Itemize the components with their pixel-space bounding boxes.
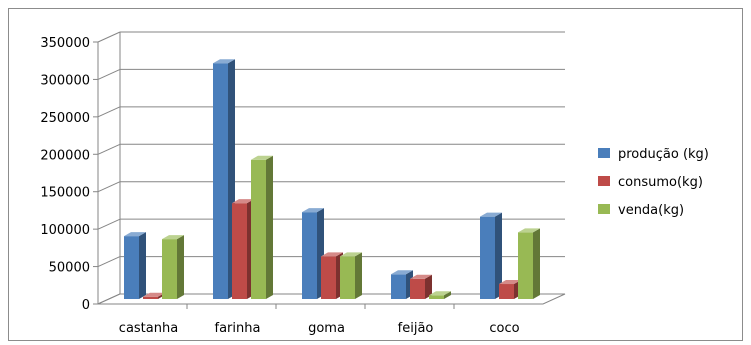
bar-front <box>232 203 247 299</box>
bar-coco-0 <box>480 212 502 299</box>
bar-top <box>251 155 273 160</box>
legend-label: venda(kg) <box>618 203 684 218</box>
bar-front <box>518 232 533 299</box>
bar-feijão-2 <box>429 291 451 299</box>
legend-label: produção (kg) <box>618 147 709 162</box>
y-tick-label: 50000 <box>49 261 90 276</box>
bar-goma-2 <box>340 252 362 299</box>
gridline-side <box>97 31 121 43</box>
bar-side <box>533 228 540 299</box>
y-tick-label: 200000 <box>40 148 90 163</box>
y-tick-label: 150000 <box>40 186 90 201</box>
bar-top <box>124 232 146 237</box>
gridline-side <box>97 256 121 268</box>
bar-top <box>232 199 254 204</box>
bar-side <box>177 235 184 299</box>
bar-top <box>162 235 184 240</box>
bar-farinha-2 <box>251 155 273 299</box>
bar-side <box>139 232 146 299</box>
x-tick-label: farinha <box>215 321 261 336</box>
bar-farinha-0 <box>213 59 235 300</box>
bar-front <box>499 284 514 299</box>
bar-front <box>321 256 336 299</box>
x-tick-label: goma <box>308 321 345 336</box>
bar-castanha-2 <box>162 235 184 299</box>
bar-farinha-1 <box>232 199 254 299</box>
y-tick-label: 0 <box>82 298 90 313</box>
bar-front <box>340 256 355 299</box>
legend: produção (kg) consumo(kg) venda(kg) <box>598 147 709 218</box>
bar-side <box>266 155 273 299</box>
bar-top <box>410 274 432 279</box>
bar-side <box>495 212 502 299</box>
bar-top <box>340 252 362 257</box>
bar-castanha-0 <box>124 232 146 299</box>
legend-item: consumo(kg) <box>598 175 703 190</box>
side-wall-edge <box>97 32 121 305</box>
bar-top <box>143 292 165 297</box>
bar-front <box>143 296 158 299</box>
bar-front <box>213 63 228 300</box>
bar-top <box>480 212 502 217</box>
legend-swatch <box>598 148 610 158</box>
bar-feijão-0 <box>391 270 413 299</box>
legend-item: venda(kg) <box>598 203 684 218</box>
bar-top <box>302 208 324 213</box>
bar-front <box>302 212 317 299</box>
legend-swatch <box>598 176 610 186</box>
bar-feijão-1 <box>410 274 432 299</box>
y-tick-label: 300000 <box>40 73 90 88</box>
bar-coco-1 <box>499 280 521 299</box>
bar-top <box>321 252 343 257</box>
y-tick-label: 350000 <box>40 36 90 51</box>
bar-side <box>444 291 451 299</box>
bars <box>124 59 540 300</box>
gridline-side <box>97 218 121 230</box>
y-axis-tick-labels: 0 50000 100000 150000 200000 250000 300000 3500… <box>40 36 90 313</box>
bar-top <box>518 228 540 233</box>
bar-top <box>499 280 521 285</box>
bar-top <box>429 291 451 296</box>
bar-side <box>355 252 362 299</box>
x-tick-label: coco <box>489 321 519 336</box>
y-tick-label: 250000 <box>40 111 90 126</box>
bar-front <box>124 236 139 299</box>
x-axis-tick-labels: castanha farinha goma feijão coco <box>119 304 520 336</box>
bar-front <box>251 159 266 299</box>
x-tick-label: castanha <box>119 321 178 336</box>
gridline-side <box>97 68 121 80</box>
bar-front <box>480 216 495 299</box>
bar-goma-1 <box>321 252 343 299</box>
x-tick-label: feijão <box>398 321 434 336</box>
gridline-side <box>97 143 121 155</box>
bar-coco-2 <box>518 228 540 299</box>
legend-swatch <box>598 204 610 214</box>
bar-front <box>410 278 425 299</box>
bar-front <box>429 295 444 299</box>
bar-side <box>425 274 432 299</box>
bar-top <box>391 270 413 275</box>
legend-item: produção (kg) <box>598 147 709 162</box>
bar-top <box>213 59 235 64</box>
bar-front <box>391 274 406 299</box>
y-tick-label: 100000 <box>40 223 90 238</box>
gridline-side <box>97 106 121 118</box>
gridline-side <box>97 181 121 193</box>
bar-front <box>162 239 177 299</box>
bar-goma-0 <box>302 208 324 299</box>
legend-label: consumo(kg) <box>618 175 703 190</box>
